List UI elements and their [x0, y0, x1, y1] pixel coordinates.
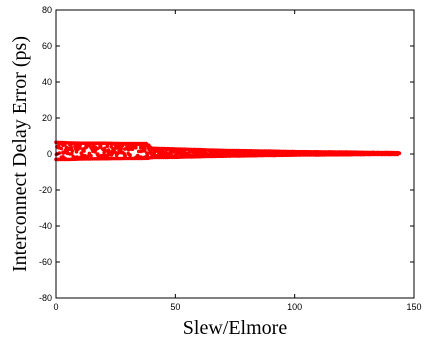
y-tick-label: 40 — [42, 77, 52, 87]
y-axis: -80 -60 -40 -20 0 20 40 60 80 — [39, 5, 414, 303]
scatter-point — [134, 145, 138, 150]
y-tick-label: -60 — [39, 257, 52, 267]
x-tick-label: 100 — [287, 302, 302, 312]
scatter-points — [54, 140, 402, 162]
scatter-point — [140, 144, 144, 149]
scatter-point — [103, 149, 108, 153]
scatter-point — [142, 149, 147, 153]
scatter-point — [95, 152, 100, 157]
scatter-point — [78, 146, 82, 150]
x-tick-label: 0 — [53, 302, 58, 312]
scatter-point — [89, 154, 93, 158]
scatter-point — [99, 153, 104, 158]
scatter-point — [176, 151, 181, 156]
scatter-point — [69, 147, 74, 152]
scatter-point — [70, 152, 74, 156]
scatter-point — [105, 144, 110, 148]
y-tick-label: 20 — [42, 113, 52, 123]
x-tick-label: 150 — [406, 302, 421, 312]
y-tick-label: -20 — [39, 185, 52, 195]
x-tick-label: 50 — [170, 302, 180, 312]
y-tick-label: -80 — [39, 293, 52, 303]
scatter-point — [139, 149, 144, 154]
scatter-point — [59, 146, 64, 151]
scatter-point — [149, 151, 153, 155]
scatter-point — [119, 147, 123, 152]
y-axis-label: Interconnect Delay Error (ps) — [9, 36, 31, 272]
y-tick-label: 80 — [42, 5, 52, 15]
scatter-point — [80, 153, 84, 157]
scatter-point — [127, 152, 132, 157]
scatter-point — [127, 147, 131, 152]
scatter-point — [82, 149, 86, 153]
scatter-point — [120, 150, 125, 155]
scatter-point — [123, 154, 127, 158]
y-tick-label: 60 — [42, 41, 52, 51]
y-tick-label: -40 — [39, 221, 52, 231]
x-axis: 0 50 100 150 — [53, 10, 422, 312]
scatter-point — [114, 153, 119, 158]
x-axis-label: Slew/Elmore — [183, 317, 288, 337]
scatter-point — [168, 149, 172, 154]
scatter-point — [395, 152, 400, 157]
y-tick-label: 0 — [47, 149, 52, 159]
scatter-point — [92, 145, 97, 149]
